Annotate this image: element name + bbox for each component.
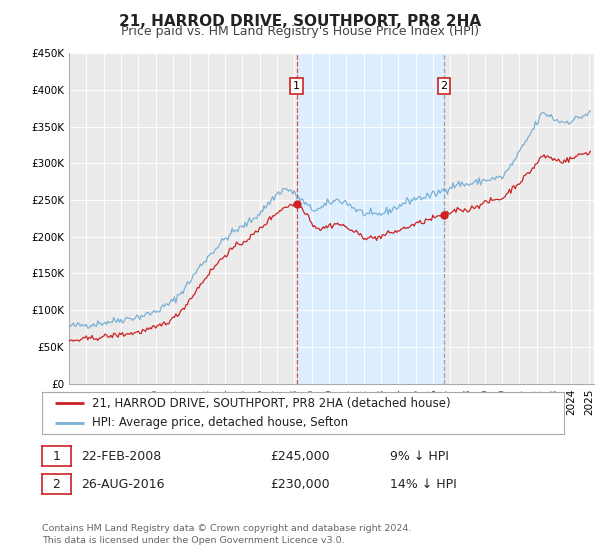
Text: Contains HM Land Registry data © Crown copyright and database right 2024.
This d: Contains HM Land Registry data © Crown c… xyxy=(42,524,412,545)
Text: 1: 1 xyxy=(293,81,300,91)
Text: 22-FEB-2008: 22-FEB-2008 xyxy=(81,450,161,463)
Text: 21, HARROD DRIVE, SOUTHPORT, PR8 2HA (detached house): 21, HARROD DRIVE, SOUTHPORT, PR8 2HA (de… xyxy=(92,397,450,410)
Text: HPI: Average price, detached house, Sefton: HPI: Average price, detached house, Seft… xyxy=(92,416,348,429)
Text: 2: 2 xyxy=(440,81,448,91)
Text: Price paid vs. HM Land Registry's House Price Index (HPI): Price paid vs. HM Land Registry's House … xyxy=(121,25,479,38)
Text: 1: 1 xyxy=(52,450,61,463)
Text: 14% ↓ HPI: 14% ↓ HPI xyxy=(390,478,457,491)
Text: 2: 2 xyxy=(52,478,61,491)
Bar xyxy=(296,53,444,384)
Text: 21, HARROD DRIVE, SOUTHPORT, PR8 2HA: 21, HARROD DRIVE, SOUTHPORT, PR8 2HA xyxy=(119,14,481,29)
Text: £245,000: £245,000 xyxy=(270,450,329,463)
Text: £230,000: £230,000 xyxy=(270,478,329,491)
Text: 26-AUG-2016: 26-AUG-2016 xyxy=(81,478,164,491)
Text: 9% ↓ HPI: 9% ↓ HPI xyxy=(390,450,449,463)
